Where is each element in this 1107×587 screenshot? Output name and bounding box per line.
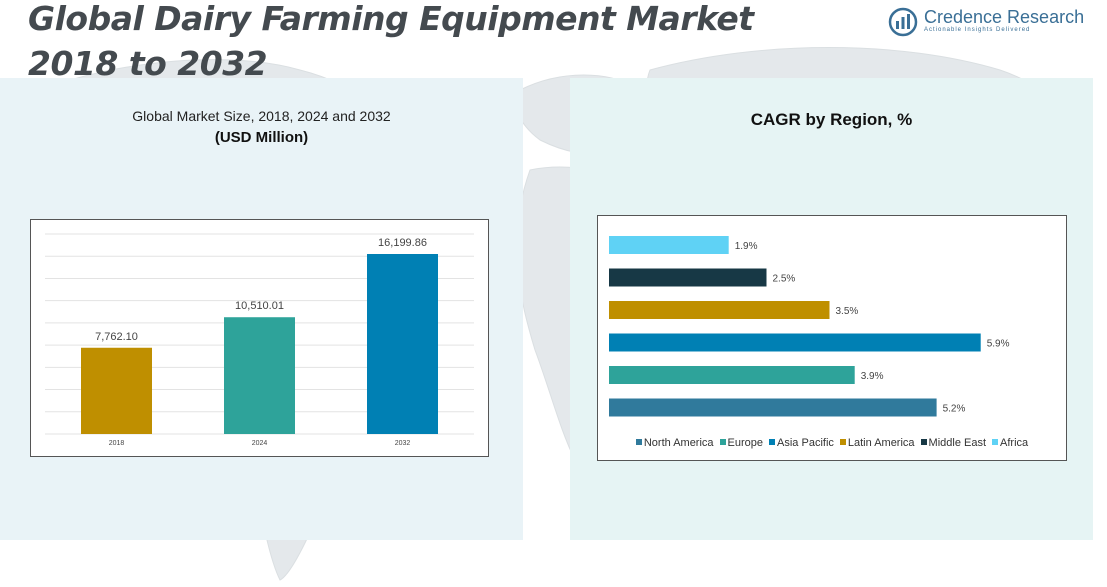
cagr-legend: North America Europe Asia Pacific Latin Ame… [598,437,1066,449]
legend-item-asia-pacific: Asia Pacific [769,437,834,449]
tick-label-2018: 2018 [109,440,125,447]
data-label-north-america: 5.2% [943,404,966,415]
legend-item-middle-east: Middle East [920,437,987,449]
legend-label: Latin America [847,437,915,449]
market-size-bar-chart: 7,762.10 2018 10,510.01 2024 16,199.86 2032 [45,233,474,447]
legend-swatch [769,439,776,446]
bar-2018 [81,347,152,434]
legend-swatch [920,439,927,446]
data-label-2032: 16,199.86 [378,237,427,249]
bar-north-america [609,398,937,417]
cagr-chart-frame: 1.9% 2.5% 3.5% 5.9% 3.9% 5.2% [597,215,1067,461]
legend-swatch [992,439,999,446]
legend-item-latin-america: Latin America [839,437,915,449]
cagr-chart-title: CAGR by Region, % [750,110,913,129]
cagr-horizontal-bar-chart: 1.9% 2.5% 3.5% 5.9% 3.9% 5.2% [609,236,1010,417]
legend-item-africa: Africa [992,437,1028,449]
data-label-2018: 7,762.10 [95,331,138,343]
data-label-latin-america: 3.5% [836,306,859,317]
legend-swatch [635,439,642,446]
data-label-europe: 3.9% [861,371,884,382]
legend-label: Middle East [928,437,987,449]
market-size-chart-frame: 7,762.10 2018 10,510.01 2024 16,199.86 2032 [30,219,489,457]
bar-europe [609,366,855,384]
legend-label: North America [643,437,714,449]
credence-research-logo: Credence Research Actionable Insights De… [888,5,1098,39]
data-label-2024: 10,510.01 [235,300,284,312]
legend-label: Europe [727,437,764,449]
bar-asia-pacific [609,333,981,352]
tick-label-2032: 2032 [395,440,411,447]
bar-middle-east [609,268,767,287]
legend-item-north-america: North America [635,437,714,449]
bar-2032 [367,254,438,434]
legend-label: Africa [1000,437,1029,449]
bar-2024 [224,317,295,434]
market-size-subtitle: Global Market Size, 2018, 2024 and 2032 [132,108,391,124]
legend-label: Asia Pacific [777,437,834,449]
legend-swatch [839,439,846,446]
legend-swatch [719,439,726,446]
logo-tagline: Actionable Insights Delivered [924,27,1031,33]
bar-chart-logo-icon [888,7,918,37]
logo-name: Credence Research [924,7,1085,27]
title-line-1: Global Dairy Farming Equipment Market [28,0,754,38]
data-label-africa: 1.9% [735,241,758,252]
bar-latin-america [609,301,830,319]
data-label-middle-east: 2.5% [773,274,796,285]
page-title: Global Dairy Farming Equipment Market 20… [28,0,788,86]
market-size-unit: (USD Million) [214,129,309,146]
title-line-2: 2018 to 2032 [28,44,268,83]
data-label-asia-pacific: 5.9% [987,339,1010,350]
legend-item-europe: Europe [719,437,764,449]
tick-label-2024: 2024 [252,440,268,447]
bar-africa [609,236,729,254]
